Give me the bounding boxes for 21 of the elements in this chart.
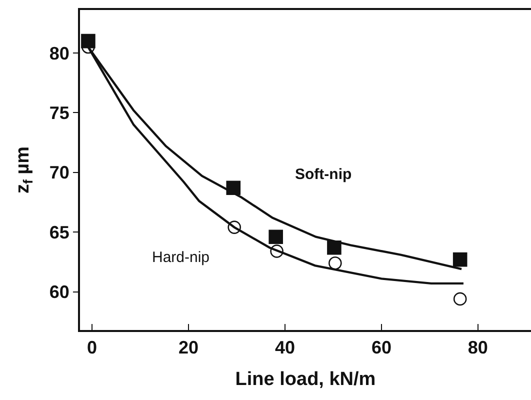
point <box>268 230 283 244</box>
point <box>226 180 241 196</box>
y-tick-label: 60 <box>49 282 70 302</box>
text: Soft-nip <box>295 166 352 183</box>
point <box>327 240 342 255</box>
point <box>453 292 467 306</box>
y-tick-label: 65 <box>49 222 70 242</box>
point <box>452 252 468 267</box>
x-tick-label: 60 <box>371 338 392 358</box>
x-tick-label: 80 <box>468 338 488 358</box>
x-tick-label: 20 <box>178 338 199 358</box>
x-tick-label: 0 <box>87 338 98 358</box>
point <box>228 220 241 234</box>
text: Hard-nip <box>152 249 210 266</box>
y-tick-label: 70 <box>49 162 70 183</box>
x-tick-label: 40 <box>274 338 296 358</box>
point <box>328 256 342 270</box>
x-axis-title: Line load, kN/m <box>235 368 376 390</box>
point <box>270 244 284 258</box>
y-tick-label: 75 <box>49 102 70 123</box>
y-tick-label: 80 <box>49 43 70 64</box>
